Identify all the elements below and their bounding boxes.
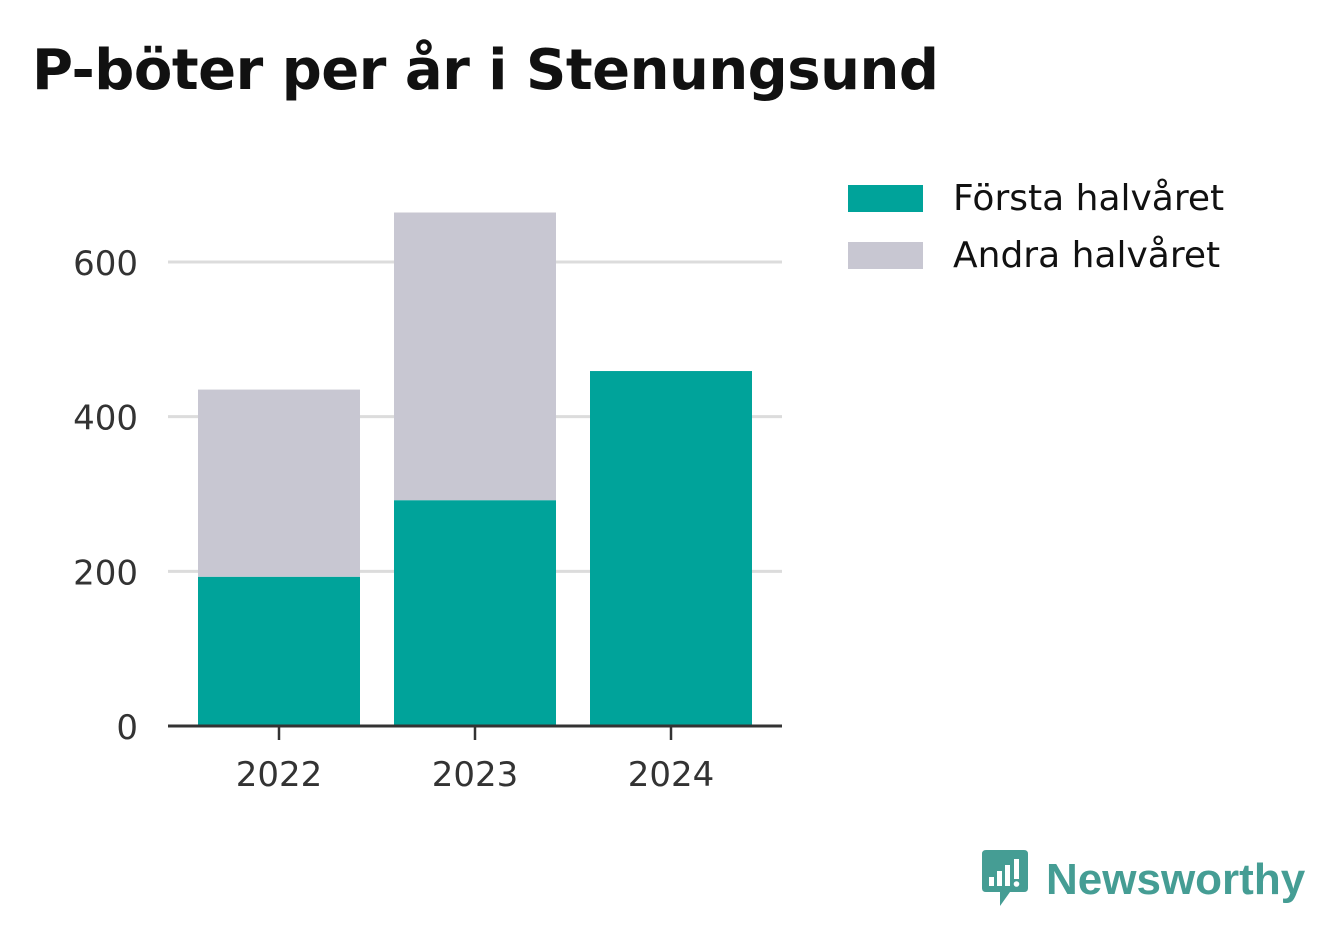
bar-2023-series-1 (394, 500, 556, 726)
axes: 0 200 400 600 2022 2023 2024 (73, 244, 782, 795)
chart-title: P-böter per år i Stenungsund (32, 38, 939, 103)
y-tick-label-400: 400 (73, 399, 138, 439)
bars (198, 212, 752, 726)
brand-name: Newsworthy (1046, 855, 1306, 904)
legend-label-second-half: Andra halvåret (953, 235, 1221, 276)
bar-2022-series-2 (198, 389, 360, 577)
legend-label-first-half: Första halvåret (953, 178, 1225, 219)
legend-swatch-first-half (848, 185, 923, 212)
legend-item-first-half: Första halvåret (848, 170, 1224, 227)
bar-2023-series-2 (394, 212, 556, 501)
legend: Första halvåret Andra halvåret (848, 170, 1224, 284)
x-tick-label-2022: 2022 (236, 755, 323, 795)
y-tick-label-600: 600 (73, 244, 138, 284)
newsworthy-logo-icon (982, 850, 1028, 906)
bar-2024-series-1 (590, 371, 752, 726)
y-tick-label-0: 0 (116, 708, 138, 748)
x-tick-label-2023: 2023 (432, 755, 519, 795)
brand-logo: Newsworthy (980, 850, 1305, 910)
x-tick-label-2024: 2024 (628, 755, 715, 795)
y-tick-label-200: 200 (73, 553, 138, 593)
legend-swatch-second-half (848, 242, 923, 269)
legend-item-second-half: Andra halvåret (848, 227, 1224, 284)
bar-2022-series-1 (198, 576, 360, 726)
